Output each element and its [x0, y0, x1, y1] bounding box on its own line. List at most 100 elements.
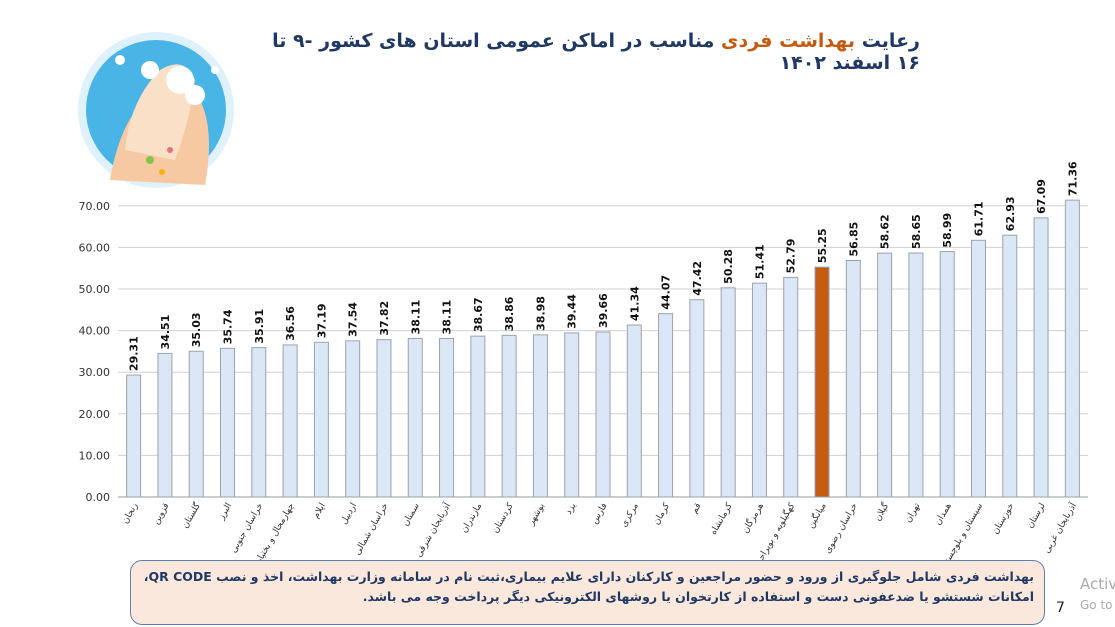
x-tick-label: تهران: [903, 501, 922, 524]
title-highlight: بهداشت فردی: [721, 30, 856, 52]
bar: [407, 337, 423, 498]
bar: [626, 324, 642, 498]
bar: [564, 332, 580, 498]
x-tick-label: خوزستان: [991, 502, 1017, 537]
x-tick-label: خراسان رضوی: [823, 502, 860, 556]
x-tick-label: هرمزگان: [739, 500, 766, 535]
bar: [345, 340, 361, 498]
x-tick-label: خراسان جنوبی: [229, 502, 266, 555]
value-label: 56.85: [847, 222, 860, 257]
bar: [658, 313, 674, 498]
value-label: 37.54: [347, 302, 360, 337]
watermark: Activate Windows: [1080, 575, 1115, 593]
y-tick-label: 50.00: [79, 283, 111, 296]
value-label: 35.03: [190, 312, 203, 347]
y-tick-label: 20.00: [79, 408, 111, 421]
bar: [220, 347, 236, 498]
x-tick-label: یزد: [564, 501, 579, 516]
bar: [845, 260, 861, 498]
bar: [720, 287, 736, 498]
bar: [970, 239, 986, 498]
page-number: 7: [1056, 600, 1065, 616]
x-tick-label: میانگین: [805, 500, 829, 530]
value-label: 35.74: [222, 309, 235, 344]
value-label: 34.51: [159, 315, 172, 350]
value-label: 38.98: [534, 296, 547, 331]
title-part: مناسب در اماکن عمومی استان های کشور -۹ ت…: [272, 30, 920, 74]
bar: [470, 335, 486, 498]
y-tick-label: 0.00: [86, 491, 111, 504]
value-label: 55.25: [816, 228, 829, 263]
bar: [282, 344, 298, 498]
bar: [313, 341, 329, 498]
value-label: 38.86: [503, 296, 516, 331]
bar: [814, 266, 830, 498]
value-label: 58.99: [941, 213, 954, 248]
x-tick-label: مازندران: [459, 501, 484, 534]
value-label: 67.09: [1035, 179, 1048, 214]
bar: [376, 339, 392, 498]
value-label: 47.42: [691, 261, 704, 296]
chart-title: رعایت بهداشت فردی مناسب در اماکن عمومی ا…: [270, 30, 920, 74]
value-label: 38.11: [409, 300, 422, 335]
value-label: 44.07: [660, 275, 673, 310]
hands-illustration: [78, 32, 234, 188]
bar: [877, 252, 893, 498]
x-tick-label: همدان: [933, 501, 954, 527]
value-label: 62.93: [1004, 196, 1017, 231]
x-tick-label: قم: [690, 502, 704, 516]
value-label: 36.56: [284, 306, 297, 341]
value-label: 71.36: [1066, 161, 1079, 196]
bar: [188, 350, 204, 498]
watermark: Go to Settings to activate Windows.: [1080, 598, 1115, 612]
value-label: 39.66: [597, 293, 610, 328]
value-label: 38.67: [472, 297, 485, 332]
value-label: 39.44: [566, 294, 579, 329]
x-tick-label: زنجان: [121, 502, 141, 526]
x-tick-label: مرکزی: [619, 501, 641, 529]
bar: [595, 331, 611, 498]
value-label: 61.71: [972, 201, 985, 236]
x-tick-label: کردستان: [491, 501, 516, 535]
value-label: 52.79: [785, 239, 798, 274]
x-tick-label: سمنان: [401, 502, 422, 528]
value-label: 35.91: [253, 309, 266, 344]
value-label: 58.62: [879, 214, 892, 249]
x-tick-label: لرستان: [1025, 502, 1047, 531]
bar: [501, 334, 517, 498]
x-tick-label: ایلام: [311, 502, 328, 521]
bar: [251, 347, 267, 498]
bar: [126, 374, 142, 498]
bar: [439, 337, 455, 498]
x-tick-label: گیلان: [871, 500, 891, 523]
bar: [751, 282, 767, 498]
y-tick-label: 10.00: [79, 449, 111, 462]
bar: [783, 276, 799, 498]
value-label: 37.19: [315, 303, 328, 338]
bar: [939, 251, 955, 498]
x-tick-label: اردبیل: [339, 502, 359, 527]
y-tick-label: 60.00: [79, 241, 111, 254]
x-tick-label: فارس: [590, 502, 610, 526]
bar: [908, 252, 924, 498]
y-tick-label: 40.00: [79, 325, 111, 338]
y-tick-label: 30.00: [79, 366, 111, 379]
bar: [1064, 199, 1080, 498]
x-tick-label: کرمانشاه: [709, 501, 735, 537]
x-tick-label: کرمان: [652, 501, 673, 527]
x-tick-label: گلستان: [179, 500, 203, 530]
bar: [157, 352, 173, 498]
bar: [1033, 217, 1049, 498]
value-label: 38.11: [441, 300, 454, 335]
x-tick-label: قزوین: [151, 502, 171, 527]
x-tick-label: البرز: [216, 502, 234, 523]
title-part: رعایت: [861, 30, 920, 52]
value-label: 50.28: [722, 249, 735, 284]
bar: [532, 334, 548, 498]
note-box: بهداشت فردی شامل جلوگیری از ورود و حضور …: [130, 560, 1045, 625]
y-tick-label: 70.00: [79, 200, 111, 213]
value-label: 37.82: [378, 301, 391, 336]
x-tick-label: خراسان شمالی: [353, 502, 391, 558]
